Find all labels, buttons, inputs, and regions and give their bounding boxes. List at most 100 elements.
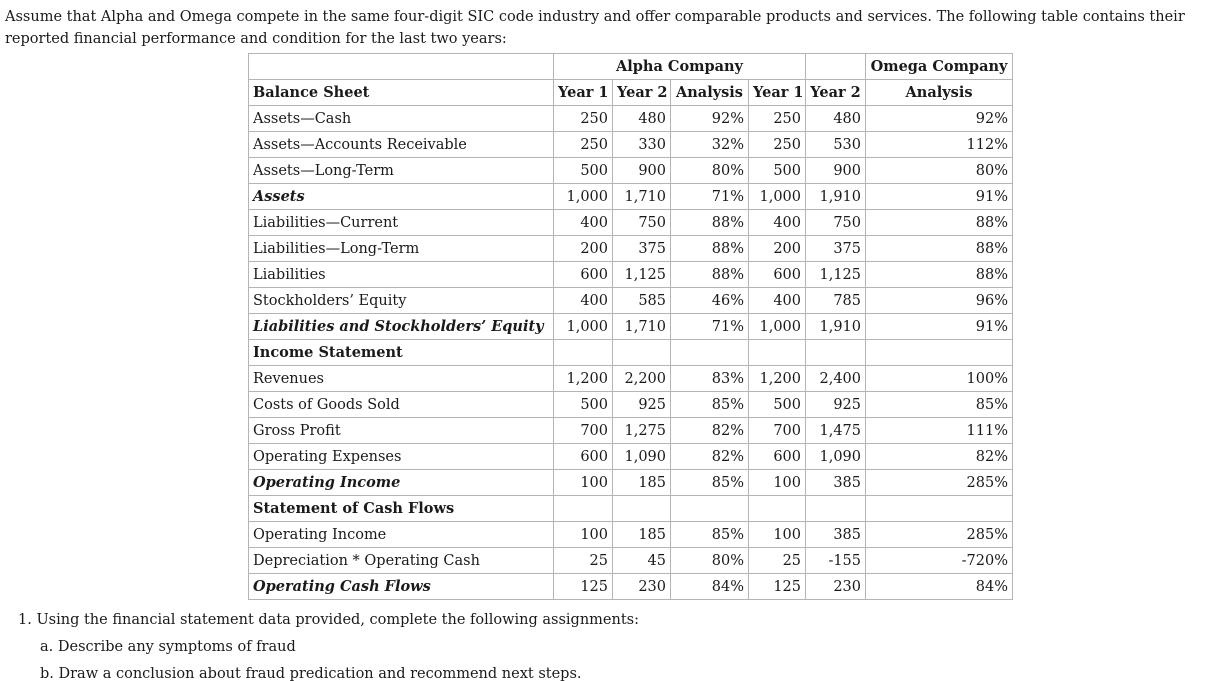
cell-value: 230 — [612, 573, 671, 600]
omega-company-header: Omega Company — [865, 53, 1014, 80]
row-label: Assets—Cash — [248, 105, 554, 132]
table-row: Depreciation * Operating Cash 25 45 80% … — [248, 547, 1014, 574]
cell-value: 100% — [865, 365, 1014, 392]
cell-value: 900 — [805, 157, 867, 184]
company-header-row: Alpha Company Omega Company — [248, 53, 1014, 80]
row-label: Costs of Goods Sold — [248, 391, 554, 418]
row-label: Liabilities and Stockholders’ Equity — [248, 313, 554, 340]
cell-value: 400 — [553, 287, 613, 314]
cell-value: 88% — [865, 235, 1014, 262]
cell-value: 1,200 — [553, 365, 613, 392]
cell-value: 83% — [670, 365, 749, 392]
cell-value: 375 — [805, 235, 867, 262]
assignment-item-1: 1. Using the financial statement data pr… — [18, 612, 640, 628]
assignments-list: 1. Using the financial statement data pr… — [0, 610, 1209, 681]
cell-value: 100 — [553, 521, 613, 548]
cell-value: 1,090 — [612, 443, 671, 470]
table-row: Assets—Long-Term 500 900 80% 500 900 80% — [248, 157, 1014, 184]
cell-value: 71% — [670, 313, 749, 340]
cell-value: 85% — [670, 469, 749, 496]
section-row-income-statement: Income Statement — [248, 339, 1014, 366]
cell-value: 112% — [865, 131, 1014, 158]
cell-value: 1,000 — [553, 313, 613, 340]
cell-value: 80% — [670, 547, 749, 574]
table-row: Assets—Cash 250 480 92% 250 480 92% — [248, 105, 1014, 132]
cell-value: 82% — [865, 443, 1014, 470]
cell-value: 92% — [865, 105, 1014, 132]
cell-value: 200 — [747, 235, 807, 262]
row-label: Operating Expenses — [248, 443, 554, 470]
cell-value: 900 — [612, 157, 671, 184]
cell-value: 1,475 — [805, 417, 867, 444]
cell-value: 100 — [747, 469, 807, 496]
cell-value — [612, 339, 671, 366]
table-row-total-liabilities-equity: Liabilities and Stockholders’ Equity 1,0… — [248, 313, 1014, 340]
cell-value — [865, 339, 1014, 366]
cell-value: 585 — [612, 287, 671, 314]
table-row: Operating Expenses 600 1,090 82% 600 1,0… — [248, 443, 1014, 470]
cell-value: 46% — [670, 287, 749, 314]
cell-value: 91% — [865, 183, 1014, 210]
cell-value: 1,125 — [805, 261, 867, 288]
col-header-alpha-year2: Year 2 — [612, 79, 671, 106]
alpha-company-header: Alpha Company — [552, 53, 807, 80]
cell-value: 125 — [553, 573, 613, 600]
cell-value: 1,090 — [805, 443, 867, 470]
cell-value: 2,400 — [805, 365, 867, 392]
table-row-total-assets: Assets 1,000 1,710 71% 1,000 1,910 91% — [248, 183, 1014, 210]
cell-value: 80% — [670, 157, 749, 184]
cell-value: 80% — [865, 157, 1014, 184]
cell-value: 1,000 — [553, 183, 613, 210]
cell-value: -720% — [865, 547, 1014, 574]
cell-value: 32% — [670, 131, 749, 158]
cell-value: 600 — [553, 261, 613, 288]
cell-value: 480 — [805, 105, 867, 132]
row-label: Assets — [248, 183, 554, 210]
table-row: Operating Income 100 185 85% 100 385 285… — [248, 521, 1014, 548]
cell-value: 500 — [747, 157, 807, 184]
cell-value — [670, 495, 749, 522]
cell-value: 185 — [612, 469, 671, 496]
col-header-omega-analysis: Analysis — [865, 79, 1014, 106]
cell-value — [805, 495, 867, 522]
cell-value: 500 — [553, 157, 613, 184]
cell-value: 1,000 — [747, 183, 807, 210]
cell-value: 1,710 — [612, 183, 671, 210]
table-row: Liabilities—Long-Term 200 375 88% 200 37… — [248, 235, 1014, 262]
cell-value: -155 — [805, 547, 867, 574]
assignment-item-1b: b. Draw a conclusion about fraud predica… — [40, 666, 582, 681]
row-label: Assets—Long-Term — [248, 157, 554, 184]
cell-value: 1,200 — [747, 365, 807, 392]
cell-value: 400 — [553, 209, 613, 236]
column-header-row: Balance Sheet Year 1 Year 2 Analysis Yea… — [248, 79, 1014, 106]
cell-value: 88% — [670, 235, 749, 262]
row-label: Liabilities—Long-Term — [248, 235, 554, 262]
row-label: Liabilities—Current — [248, 209, 554, 236]
cell-value: 100 — [553, 469, 613, 496]
cell-value: 85% — [670, 521, 749, 548]
col-header-alpha-analysis: Analysis — [670, 79, 749, 106]
col-header-alpha-year1: Year 1 — [553, 79, 613, 106]
assignment-item-1a: a. Describe any symptoms of fraud — [40, 639, 296, 655]
cell-value: 700 — [553, 417, 613, 444]
cell-value: 45 — [612, 547, 671, 574]
cell-value: 96% — [865, 287, 1014, 314]
row-label: Assets—Accounts Receivable — [248, 131, 554, 158]
cell-value — [612, 495, 671, 522]
section-label: Income Statement — [248, 339, 554, 366]
cell-value: 600 — [747, 261, 807, 288]
cell-value: 500 — [553, 391, 613, 418]
table-row: Costs of Goods Sold 500 925 85% 500 925 … — [248, 391, 1014, 418]
cell-value: 925 — [612, 391, 671, 418]
cell-value: 750 — [612, 209, 671, 236]
empty-corner-cell — [248, 53, 554, 80]
cell-value: 1,710 — [612, 313, 671, 340]
row-label: Operating Cash Flows — [248, 573, 554, 600]
empty-header-cell — [805, 53, 867, 80]
cell-value: 82% — [670, 417, 749, 444]
cell-value: 88% — [865, 209, 1014, 236]
cell-value — [805, 339, 867, 366]
cell-value: 250 — [553, 131, 613, 158]
financial-table: Alpha Company Omega Company Balance Shee… — [248, 53, 1014, 600]
table-row: Gross Profit 700 1,275 82% 700 1,475 111… — [248, 417, 1014, 444]
